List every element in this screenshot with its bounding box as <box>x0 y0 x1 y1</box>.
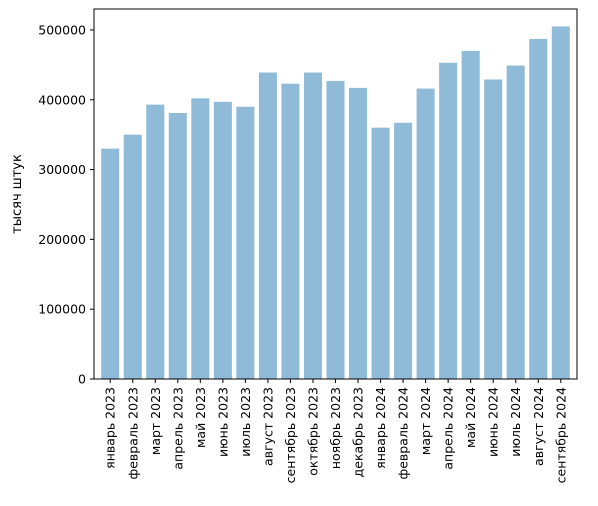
plot-frame <box>93 8 578 380</box>
bar <box>146 104 165 379</box>
x-tick-label: июль 2023 <box>238 387 253 457</box>
x-tick-label: ноябрь 2023 <box>328 387 343 469</box>
x-tick-label: октябрь 2023 <box>305 387 320 476</box>
bar <box>236 106 255 380</box>
x-tick-label: июнь 2024 <box>486 387 501 457</box>
bar <box>213 101 232 379</box>
x-tick-label: март 2024 <box>418 387 433 455</box>
bar <box>371 127 390 380</box>
x-tick-label: май 2023 <box>193 387 208 448</box>
bar <box>281 83 300 379</box>
bar <box>439 62 458 379</box>
x-tick-label: март 2023 <box>148 387 163 455</box>
bar <box>326 80 345 379</box>
y-axis-label: тысяч штук <box>10 154 25 234</box>
x-tick-label: февраль 2024 <box>396 387 411 480</box>
bar <box>416 88 435 379</box>
x-tick-label: апрель 2023 <box>170 387 185 470</box>
bar <box>258 72 277 379</box>
y-tick-label: 0 <box>78 372 86 387</box>
bar <box>551 26 570 379</box>
bar <box>123 134 142 379</box>
y-tick-label: 300000 <box>38 162 86 177</box>
bar <box>168 113 187 380</box>
x-tick-label: июнь 2023 <box>215 387 230 457</box>
x-tick-label: январь 2023 <box>103 387 118 469</box>
bars-group <box>101 26 570 380</box>
x-tick-label: февраль 2023 <box>125 387 140 479</box>
bar <box>349 87 368 379</box>
x-tick-label: август 2023 <box>260 387 275 466</box>
bar <box>529 39 548 380</box>
bar <box>101 148 120 379</box>
x-tick-label: сентябрь 2023 <box>283 387 298 483</box>
x-tick-label: сентябрь 2024 <box>553 387 568 483</box>
bar <box>506 65 525 380</box>
x-tick-label: декабрь 2023 <box>351 387 366 477</box>
bar <box>484 79 503 379</box>
bar <box>303 72 322 379</box>
y-tick-label: 100000 <box>38 302 86 317</box>
y-tick-label: 500000 <box>38 22 86 37</box>
x-axis-ticks: январь 2023 февраль 2023 март 2023 апрель 2… <box>103 379 568 483</box>
bar <box>461 50 480 379</box>
y-tick-label: 400000 <box>38 92 86 107</box>
x-tick-label: апрель 2024 <box>441 387 456 470</box>
bar <box>191 98 210 380</box>
y-tick-label: 200000 <box>38 232 86 247</box>
x-tick-label: август 2024 <box>531 387 546 466</box>
x-tick-label: январь 2024 <box>373 387 388 469</box>
x-tick-label: июль 2024 <box>508 387 523 457</box>
y-axis-ticks: 0 100000 200000 300000 400000 500000 <box>38 22 94 387</box>
x-tick-label: май 2024 <box>463 387 478 448</box>
bar <box>394 122 413 379</box>
